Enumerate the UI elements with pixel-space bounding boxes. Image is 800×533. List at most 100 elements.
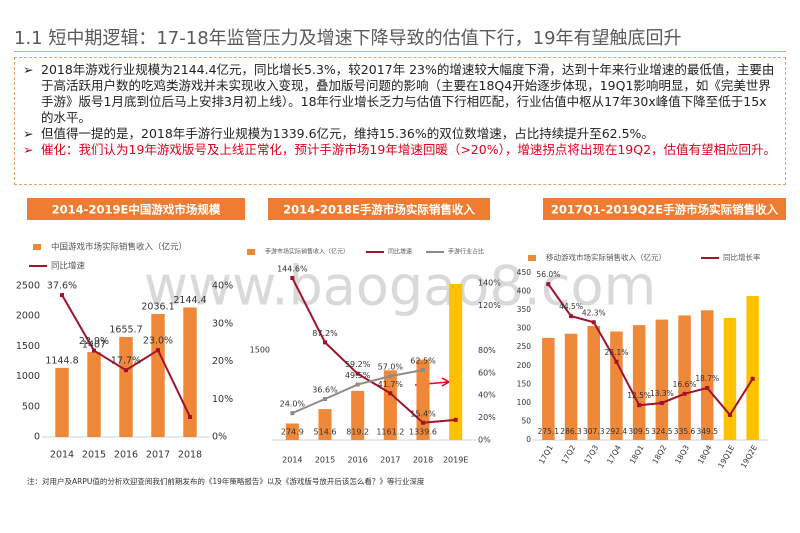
- x-tick-label: 18Q2: [650, 443, 668, 465]
- x-tick-label: 19Q2E: [739, 443, 759, 469]
- bar: [383, 370, 397, 440]
- bar: [183, 307, 197, 437]
- bar: [632, 325, 646, 440]
- line-marker: [60, 293, 64, 298]
- x-tick-label: 17Q4: [605, 443, 623, 465]
- tick-label: 20%: [478, 413, 496, 422]
- data-label: 13.3%: [650, 389, 674, 398]
- tick-label: 0%: [478, 436, 491, 445]
- data-label: 274.9: [281, 428, 304, 437]
- bar: [119, 336, 133, 437]
- data-label: 819.2: [346, 428, 369, 437]
- data-label: 17.7%: [111, 356, 141, 367]
- chart-title: 2017Q1-2019Q2E手游市场实际销售收入: [551, 203, 779, 217]
- legend-swatch: [33, 244, 41, 250]
- legend-label: 同比增长率: [723, 252, 761, 262]
- x-tick-label: 2015: [82, 450, 106, 461]
- line-marker: [421, 420, 425, 425]
- bar: [318, 409, 332, 440]
- bar: [587, 325, 600, 440]
- data-label: 2036.1: [141, 302, 174, 313]
- bar: [701, 310, 714, 440]
- data-label: 292.4: [606, 427, 628, 436]
- line-marker: [614, 359, 619, 364]
- data-label: 24.0%: [280, 400, 306, 409]
- line-marker: [156, 348, 160, 353]
- line-marker: [92, 348, 96, 353]
- legend-label: 同比增速: [388, 248, 412, 256]
- x-tick-label: 2014: [282, 456, 302, 465]
- x-tick-label: 17Q2: [560, 443, 578, 465]
- tick-label: 140%: [478, 279, 501, 288]
- tick-label: 1000: [16, 371, 40, 382]
- line-marker: [355, 371, 360, 376]
- bar: [351, 390, 365, 440]
- bar: [87, 352, 101, 437]
- line-marker: [388, 391, 393, 396]
- data-label: 144.6%: [277, 265, 308, 274]
- footnote: 注：对用户及ARPU值的分析欢迎查阅我们前期发布的《19年策略报告》以及《游戏版…: [27, 477, 425, 486]
- line-marker: [124, 368, 128, 373]
- data-label: 2144.4: [173, 295, 206, 306]
- data-label: 286.3: [560, 427, 582, 436]
- line-marker: [290, 276, 295, 281]
- line-marker: [421, 368, 425, 372]
- x-tick-label: 2016: [347, 456, 367, 465]
- data-label: 324.5: [651, 427, 673, 436]
- legend-label: 手游市场实际销售收入（亿元）: [265, 248, 349, 256]
- bar: [285, 423, 299, 440]
- slide-title: 1.1 短中期逻辑：17-18年监管压力及增速下降导致的估值下行，19年有望触底…: [14, 28, 682, 49]
- tick-label: 0: [34, 432, 40, 443]
- line-marker: [546, 282, 551, 287]
- line: [291, 277, 456, 424]
- data-label: 1655.7: [109, 324, 142, 335]
- line-marker: [355, 382, 360, 387]
- line-marker: [637, 403, 642, 408]
- x-tick-label: 18Q3: [673, 443, 691, 465]
- bar: [55, 367, 69, 437]
- data-label: 1144.8: [45, 355, 78, 366]
- tick-label: 2000: [16, 311, 40, 322]
- line-marker: [682, 391, 687, 396]
- data-label: 56.0%: [536, 270, 560, 279]
- data-label: 309.5: [628, 427, 650, 436]
- x-tick-label: 17Q3: [582, 443, 600, 465]
- tick-label: 450: [517, 268, 532, 277]
- data-label: 1407: [82, 340, 106, 351]
- line-marker: [591, 320, 596, 325]
- tick-label: 350: [517, 305, 532, 314]
- data-label: 62.5%: [410, 357, 436, 366]
- line-marker: [323, 340, 327, 345]
- data-label: 514.6: [314, 428, 337, 437]
- chart-title: 2014-2019E中国游戏市场规模: [52, 203, 221, 217]
- line-marker: [569, 314, 574, 319]
- data-label: 57.0%: [378, 363, 404, 372]
- tick-label: 250: [517, 342, 532, 351]
- legend-label: 手游行业占比: [448, 248, 484, 256]
- tick-label: 30%: [212, 318, 233, 329]
- data-label: 42.3%: [582, 308, 606, 317]
- bullet: 催化：我们认为19年游戏版号及上线正常化，预计手游市场19年增速回暖（>20%）…: [23, 142, 777, 158]
- legend-label: 中国游戏市场实际销售收入（亿元）: [51, 242, 187, 253]
- data-label: 18.7%: [695, 374, 719, 383]
- data-label: 1339.6: [409, 428, 437, 437]
- data-label: 335.6: [674, 427, 696, 436]
- bar: [449, 284, 463, 440]
- bullet: 但值得一提的是，2018年手游行业规模为1339.6亿元，维持15.36%的双位…: [23, 126, 777, 142]
- tick-label: 200: [517, 361, 532, 370]
- tick-label: 40%: [212, 281, 233, 292]
- x-tick-label: 2018: [413, 456, 433, 465]
- tick-label: 0: [526, 435, 531, 444]
- x-tick-label: 2015: [315, 456, 335, 465]
- x-tick-label: 18Q4: [696, 443, 714, 465]
- x-tick-label: 2016: [114, 450, 138, 461]
- data-label: 307.3: [583, 427, 605, 436]
- bullet: 2018年游戏行业规模为2144.4亿元，同比增长5.3%，较2017年 23%…: [23, 62, 777, 126]
- chart-title: 2014-2018E手游市场实际销售收入: [283, 203, 475, 217]
- bar: [655, 319, 669, 440]
- bar: [542, 337, 555, 440]
- data-label: 15.4%: [410, 409, 436, 418]
- chart-header: [268, 198, 490, 220]
- tick-label: 60%: [478, 368, 496, 377]
- tick-label: 10%: [212, 394, 233, 405]
